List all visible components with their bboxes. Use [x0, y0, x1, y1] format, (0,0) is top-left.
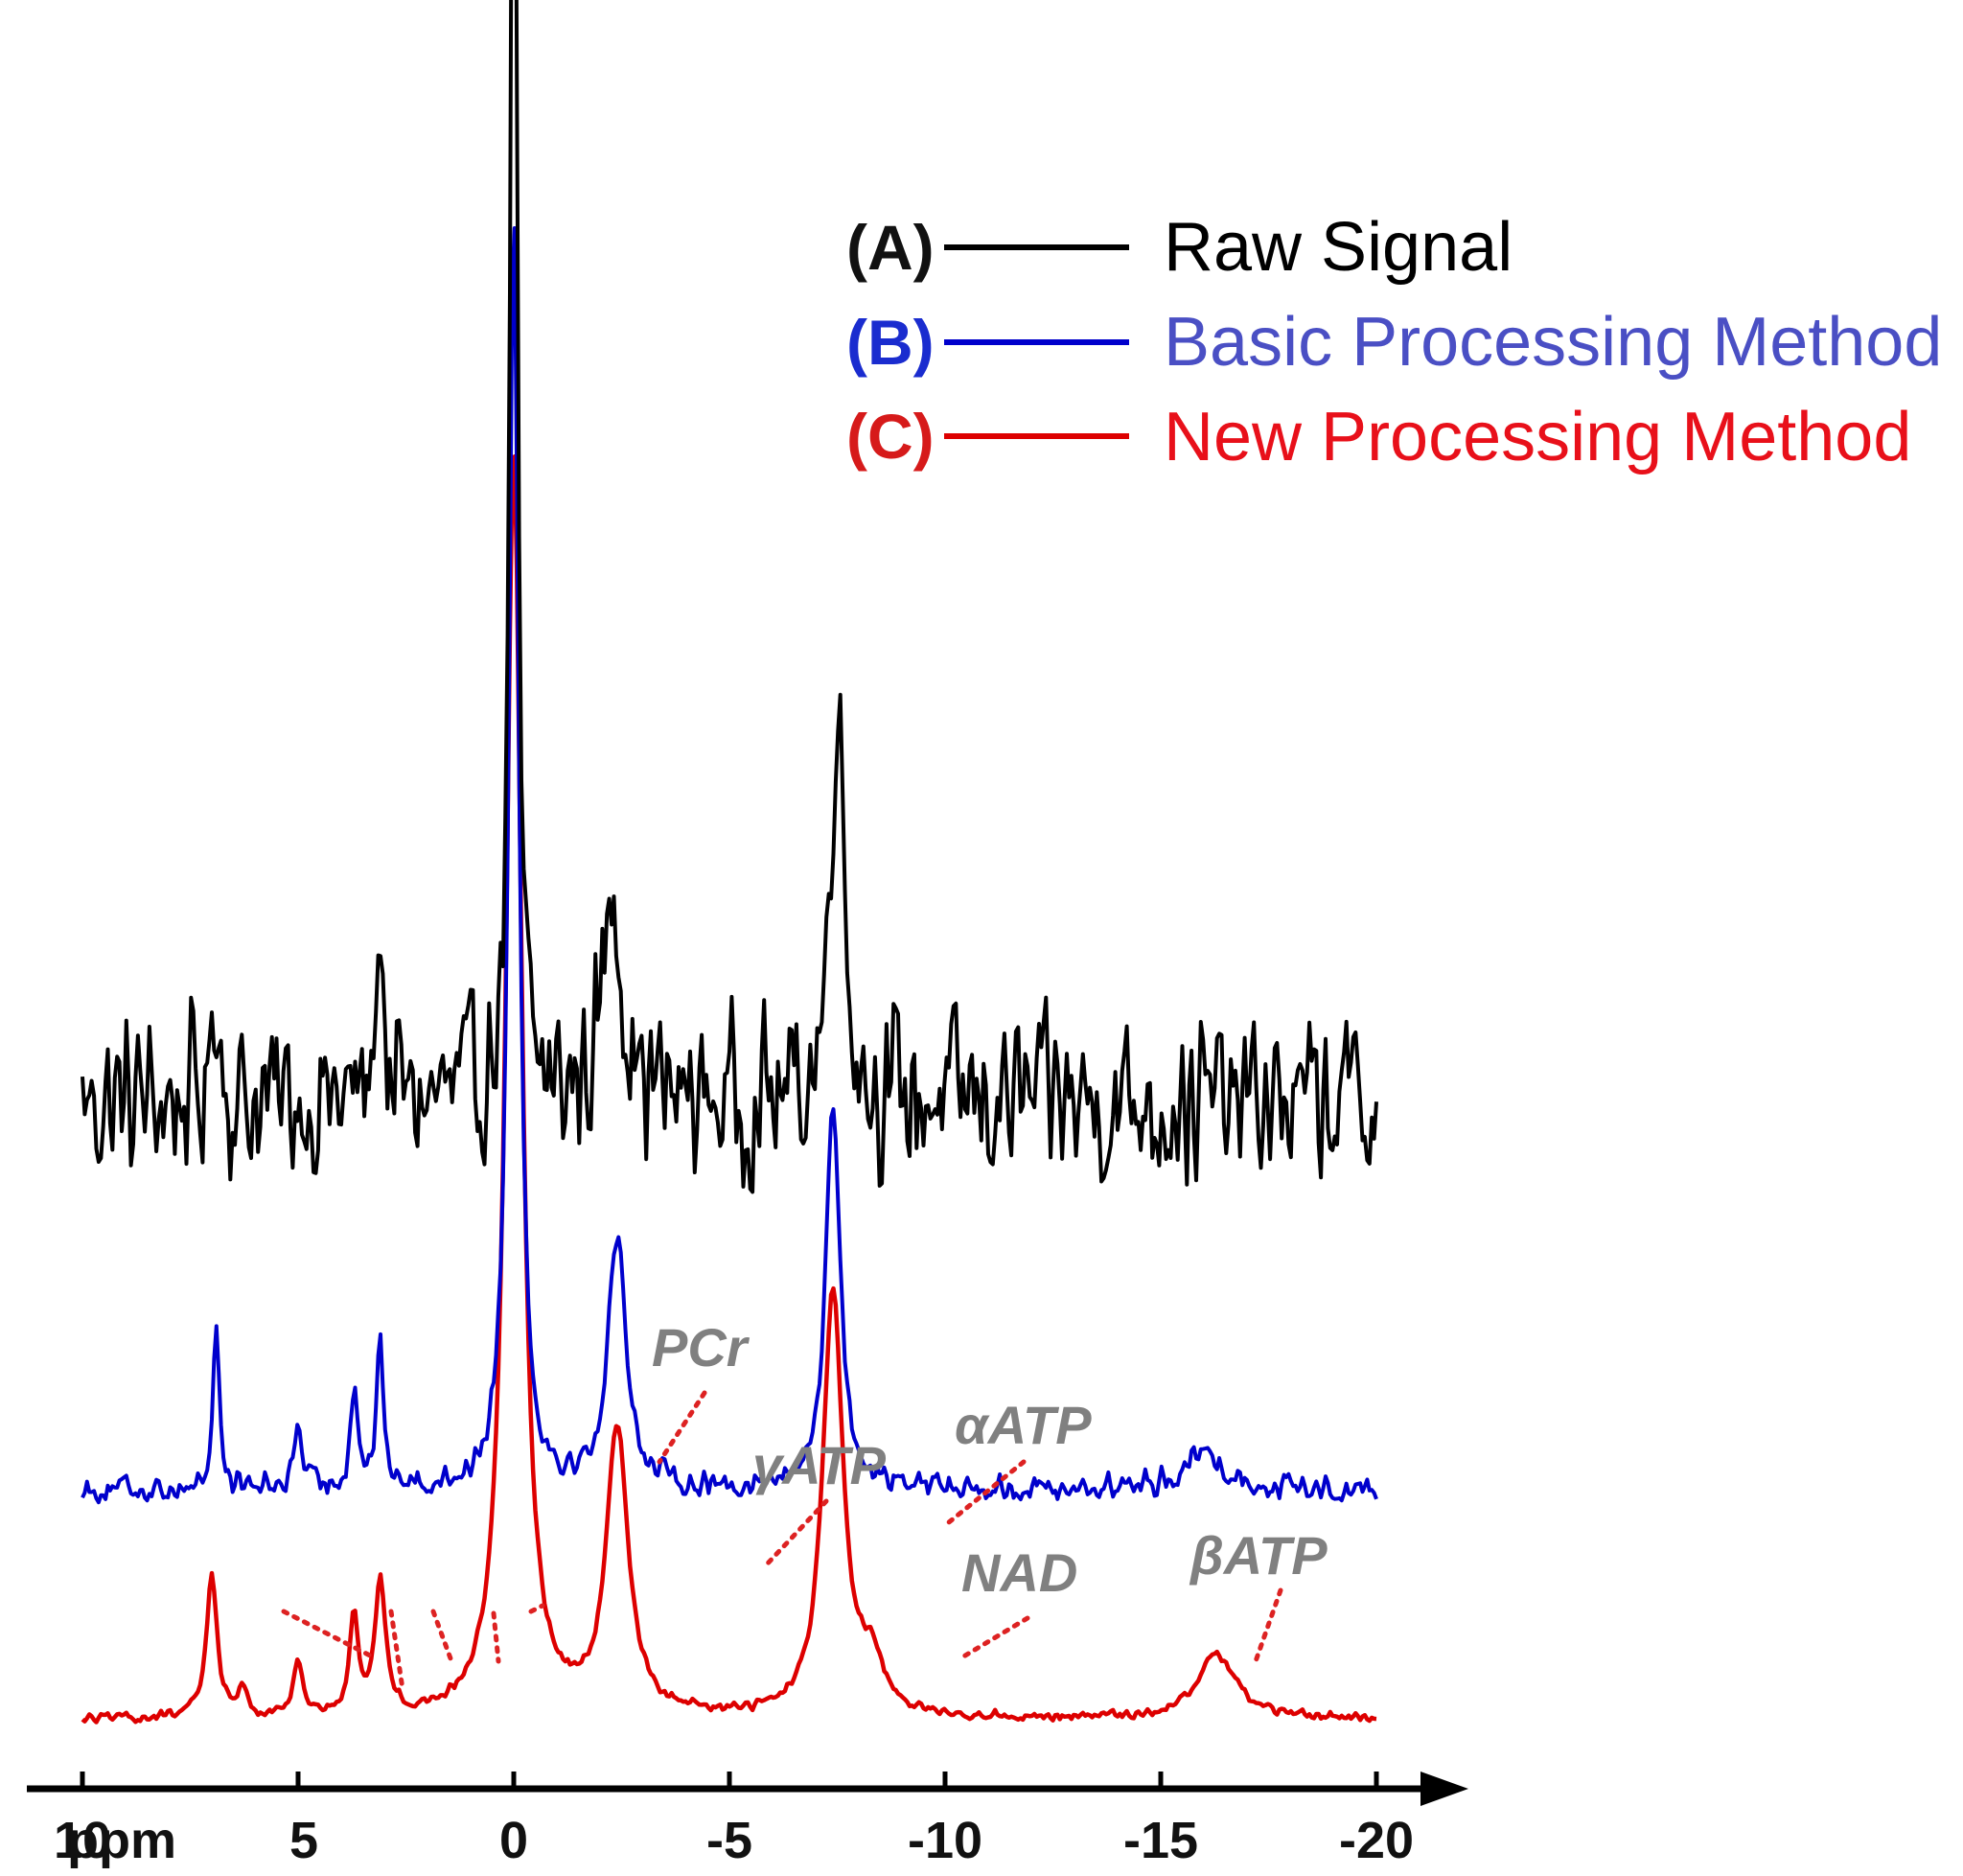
gatp-label: γATP [752, 1435, 887, 1495]
x-axis-arrowhead [1420, 1772, 1468, 1806]
x-tick-label: -10 [908, 1812, 982, 1869]
series-line-a [81, 0, 1378, 1194]
legend: (A) Raw Signal (B) Basic Processing Meth… [846, 209, 1942, 475]
legend-entry-new-processing: (C) New Processing Method [846, 399, 1911, 475]
x-axis: 10 5 0 -5 -10 -15 -20 ppm [27, 1772, 1468, 1869]
annotation-leaders [281, 1390, 1283, 1692]
pcr-leader [657, 1390, 707, 1465]
x-axis-label: ppm [67, 1812, 176, 1869]
peak-3-7-leader [491, 1610, 501, 1664]
legend-code-a: (A) [846, 212, 935, 283]
annotation-labels: PCr γATP αATP NAD βATP [652, 1317, 1328, 1603]
legend-label-b: Basic Processing Method [1164, 304, 1942, 381]
x-axis-ticks: 10 5 0 -5 -10 -15 -20 [54, 1772, 1414, 1869]
batp-leader [1253, 1587, 1283, 1664]
x-tick-label: 5 [289, 1812, 318, 1869]
x-tick-label: 0 [499, 1812, 528, 1869]
series-line-c [81, 454, 1377, 1725]
spectra [81, 0, 1378, 1725]
x-tick-label: -15 [1123, 1812, 1198, 1869]
gatp-leader [762, 1498, 829, 1569]
x-tick-label: 10 [54, 1812, 111, 1869]
aatp-label: αATP [955, 1395, 1092, 1455]
batp-label: βATP [1189, 1525, 1328, 1586]
legend-code-c: (C) [846, 401, 935, 472]
peak-3-1-leader [528, 1603, 545, 1614]
legend-entry-raw-signal: (A) Raw Signal [846, 209, 1513, 286]
series-line-b [81, 226, 1378, 1505]
nad-label: NAD [961, 1542, 1077, 1603]
legend-entry-basic-processing: (B) Basic Processing Method [846, 304, 1942, 381]
legend-code-b: (B) [846, 307, 935, 378]
nad-leader [958, 1615, 1030, 1661]
peak-7-leader [281, 1609, 379, 1661]
x-tick-label: -5 [706, 1812, 752, 1869]
aatp-leader [946, 1459, 1027, 1525]
legend-label-a: Raw Signal [1164, 209, 1513, 286]
legend-label-c: New Processing Method [1164, 399, 1911, 475]
pcr-label: PCr [652, 1317, 751, 1378]
peak-5-leader [430, 1609, 453, 1661]
x-tick-label: -20 [1339, 1812, 1414, 1869]
peak-6-leader [388, 1609, 405, 1692]
